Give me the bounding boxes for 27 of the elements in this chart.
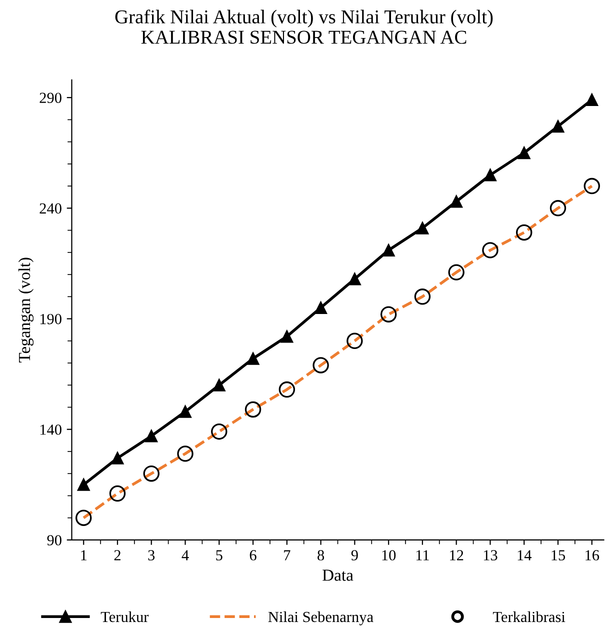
x-tick-label: 10 [382,550,396,560]
x-tick-label: 12 [450,550,464,560]
y-tick-label: 190 [40,314,62,324]
x-tick-label: 11 [416,550,429,560]
x-tick-label: 7 [284,550,290,560]
chart-title: Grafik Nilai Aktual (volt) vs Nilai Terukur (volt) KALIBRASI SENSOR TEGANGAN AC [115,10,493,44]
x-tick-label: 5 [216,550,222,560]
x-tick-label: 8 [318,550,324,560]
x-tick-label: 14 [518,550,532,560]
y-tick-label: 290 [40,92,62,104]
legend-label: Terukur [100,611,149,622]
x-tick-label: 16 [586,550,600,560]
x-tick-label: 15 [552,550,566,560]
y-tick-label: 90 [47,535,62,546]
x-tick-label: 13 [484,550,498,560]
legend-label: Terkalibrasi [492,611,566,622]
x-tick-label: 2 [114,550,120,560]
x-tick-label: 3 [148,550,155,560]
x-tick-label: 1 [81,550,87,560]
y-tick-label: 240 [40,203,62,214]
y-tick-label: 140 [40,424,62,435]
x-tick-label: 4 [182,550,189,560]
x-tick-label: 6 [250,550,256,560]
legend-label: Nilai Sebenarnya [268,611,374,626]
x-axis-title: Data [322,570,354,581]
y-axis-title: Tegangan (volt) [18,258,34,362]
x-tick-label: 9 [351,550,358,560]
